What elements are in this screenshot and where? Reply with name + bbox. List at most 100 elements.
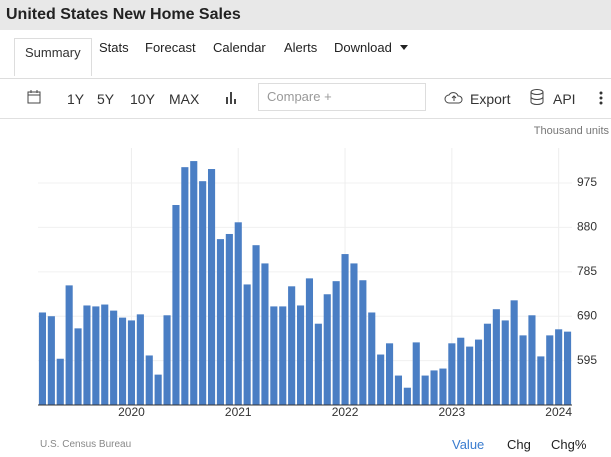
dropdown-arrow — [400, 45, 408, 50]
bar — [234, 222, 242, 405]
range-button[interactable]: 5Y — [97, 91, 115, 107]
export-button[interactable]: Export — [470, 91, 511, 107]
bar — [519, 335, 527, 405]
bar — [474, 339, 483, 405]
tab[interactable]: Stats — [99, 40, 129, 55]
y-tick-label: 690 — [577, 308, 597, 322]
x-tick-label: 2024 — [545, 405, 572, 419]
bar — [492, 309, 500, 405]
source: U.S. Census Bureau — [40, 439, 132, 450]
bar — [136, 314, 144, 405]
x-tick-label: 2021 — [225, 405, 252, 419]
compare-input[interactable]: Compare + — [258, 83, 426, 111]
bar — [252, 245, 260, 405]
menu-icon[interactable] — [599, 91, 603, 105]
toolbar: 1Y 5Y 10Y MAX Compare + Export API — [0, 80, 611, 119]
tab[interactable]: Calendar — [213, 40, 266, 55]
bar — [199, 181, 207, 405]
y-tick-label: 595 — [577, 353, 597, 367]
bar — [412, 342, 420, 405]
tab[interactable]: Forecast — [145, 40, 196, 55]
y-tick-label: 785 — [577, 264, 597, 278]
bar — [288, 286, 296, 405]
bar — [332, 281, 340, 405]
bar — [270, 306, 278, 405]
calendar-icon[interactable] — [27, 90, 41, 104]
bar — [350, 263, 358, 405]
bar — [483, 323, 492, 405]
bar — [377, 354, 385, 405]
x-tick-label: 2020 — [118, 405, 145, 419]
bar — [154, 374, 162, 405]
bar — [47, 316, 55, 405]
bar — [296, 305, 305, 405]
bar — [101, 304, 109, 405]
bar — [528, 315, 536, 405]
bar — [359, 280, 367, 405]
bar — [145, 355, 153, 405]
bar — [501, 320, 509, 405]
units-label: Thousand units — [534, 125, 610, 137]
chart-type-icon[interactable] — [225, 90, 239, 104]
footer-option[interactable]: Chg% — [551, 437, 587, 452]
footer-option[interactable]: Chg — [507, 437, 531, 452]
bar — [439, 368, 447, 405]
bar — [305, 278, 314, 405]
bar — [181, 167, 189, 405]
tab[interactable]: Alerts — [284, 40, 318, 55]
bar — [261, 263, 269, 405]
bar — [110, 310, 118, 405]
tab-bar: Summary Stats Forecast Calendar Alerts D… — [0, 30, 611, 79]
bar — [83, 305, 91, 405]
bar — [403, 387, 411, 405]
y-tick-label: 880 — [577, 220, 597, 234]
bar — [314, 323, 322, 405]
bar — [563, 331, 572, 405]
bar — [163, 315, 171, 405]
footer: U.S. Census Bureau Value Chg Chg% — [0, 430, 611, 457]
footer-option[interactable]: Value — [452, 437, 485, 452]
bar — [385, 343, 394, 405]
cloud-icon — [444, 92, 463, 104]
x-tick-label: 2023 — [438, 405, 465, 419]
bar — [279, 306, 287, 405]
bar — [448, 343, 456, 405]
bar — [172, 205, 180, 405]
tab[interactable]: Download — [334, 40, 392, 55]
database-icon — [530, 89, 544, 105]
bar — [546, 335, 554, 405]
bar — [243, 284, 251, 405]
y-tick-label: 975 — [577, 175, 597, 189]
bar — [368, 312, 376, 405]
bar — [466, 346, 474, 405]
bar — [341, 254, 349, 405]
bar — [555, 329, 563, 405]
bar — [510, 300, 518, 405]
x-tick-label: 2022 — [332, 405, 359, 419]
bar — [457, 337, 465, 405]
bar — [430, 370, 438, 405]
tab[interactable]: Summary — [14, 38, 92, 76]
bar — [118, 317, 127, 405]
bar — [92, 306, 100, 405]
page-title: United States New Home Sales — [0, 0, 611, 30]
bar — [38, 312, 47, 405]
bar — [190, 161, 198, 405]
chart: Thousand units 595 690 785 880 975 2020 2021 20… — [38, 125, 610, 419]
range-button[interactable]: MAX — [169, 91, 200, 107]
bar — [323, 294, 331, 405]
bar — [537, 356, 545, 405]
range-button[interactable]: 1Y — [67, 91, 85, 107]
bar — [216, 239, 225, 405]
bar — [225, 233, 233, 405]
range-button[interactable]: 10Y — [130, 91, 155, 107]
bar — [56, 358, 64, 405]
bar — [74, 328, 82, 405]
bar — [207, 169, 216, 405]
bar — [65, 285, 73, 405]
api-button[interactable]: API — [553, 91, 576, 107]
bar — [421, 375, 429, 405]
bar — [127, 320, 136, 405]
bar — [394, 375, 403, 405]
